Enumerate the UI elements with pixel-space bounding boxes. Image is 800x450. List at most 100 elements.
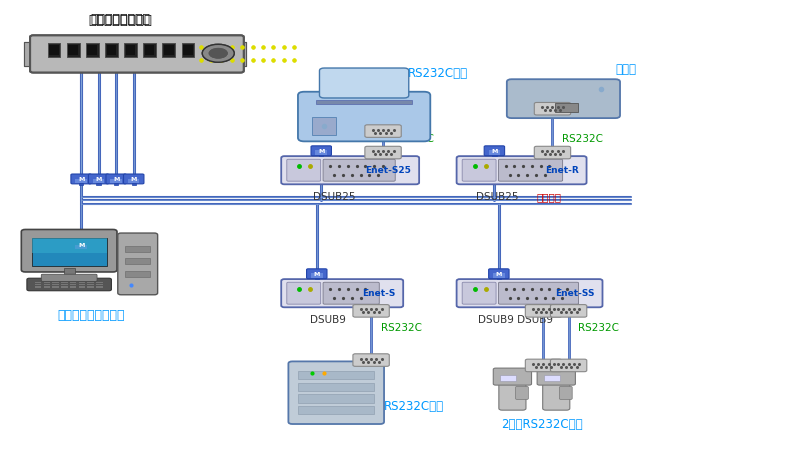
Bar: [96, 284, 102, 285]
Bar: [61, 282, 67, 283]
Bar: [70, 282, 76, 283]
Bar: [78, 286, 85, 288]
Bar: [106, 45, 116, 54]
Bar: [314, 278, 319, 279]
FancyBboxPatch shape: [30, 36, 244, 72]
Bar: [315, 150, 327, 155]
FancyBboxPatch shape: [311, 146, 331, 156]
Bar: [44, 284, 50, 285]
Text: M: M: [113, 177, 119, 182]
Bar: [105, 43, 118, 57]
Bar: [493, 273, 505, 278]
FancyBboxPatch shape: [298, 92, 430, 141]
Bar: [68, 45, 78, 54]
FancyBboxPatch shape: [542, 376, 570, 410]
Bar: [86, 43, 98, 57]
Text: RS232C: RS232C: [381, 324, 422, 333]
FancyBboxPatch shape: [106, 174, 126, 184]
Text: ワークステーション: ワークステーション: [57, 309, 125, 322]
Bar: [48, 43, 60, 57]
Text: M: M: [491, 149, 498, 154]
Bar: [183, 45, 193, 54]
Bar: [97, 183, 101, 184]
Bar: [106, 45, 116, 54]
Bar: [35, 286, 42, 288]
Bar: [164, 45, 174, 54]
Bar: [501, 375, 516, 381]
FancyBboxPatch shape: [489, 269, 509, 279]
Bar: [53, 286, 58, 288]
Bar: [182, 43, 194, 57]
Bar: [298, 406, 374, 414]
Bar: [50, 45, 58, 54]
Bar: [53, 284, 58, 285]
Bar: [87, 282, 94, 283]
Bar: [50, 45, 58, 54]
FancyBboxPatch shape: [30, 36, 244, 72]
Bar: [79, 249, 83, 251]
Bar: [78, 284, 85, 285]
Bar: [61, 286, 67, 288]
Bar: [70, 284, 76, 285]
FancyBboxPatch shape: [22, 230, 117, 272]
Bar: [79, 183, 83, 184]
FancyBboxPatch shape: [462, 159, 496, 181]
Bar: [96, 286, 102, 288]
Circle shape: [202, 44, 234, 62]
Bar: [555, 103, 578, 112]
Bar: [24, 42, 34, 66]
Bar: [145, 45, 154, 54]
FancyBboxPatch shape: [323, 282, 379, 304]
Text: M: M: [496, 272, 502, 277]
Bar: [497, 278, 501, 279]
FancyBboxPatch shape: [534, 146, 570, 159]
FancyBboxPatch shape: [550, 359, 586, 372]
FancyBboxPatch shape: [89, 174, 109, 184]
Bar: [298, 383, 374, 391]
FancyBboxPatch shape: [286, 282, 321, 304]
Text: M: M: [95, 177, 102, 182]
Text: モデム: モデム: [615, 63, 636, 76]
Bar: [105, 43, 118, 57]
Bar: [298, 395, 374, 403]
Bar: [298, 371, 374, 379]
Bar: [66, 43, 79, 57]
FancyBboxPatch shape: [462, 282, 496, 304]
Text: RS232C機器: RS232C機器: [384, 400, 444, 413]
Bar: [143, 43, 156, 57]
Bar: [316, 100, 412, 104]
FancyBboxPatch shape: [27, 278, 111, 291]
Bar: [125, 258, 150, 264]
Bar: [87, 284, 94, 285]
FancyBboxPatch shape: [457, 279, 602, 307]
FancyBboxPatch shape: [306, 269, 327, 279]
Bar: [93, 179, 104, 183]
Text: ルーター・ハブ等: ルーター・ハブ等: [88, 14, 152, 27]
Bar: [125, 270, 150, 277]
Bar: [312, 117, 336, 135]
FancyBboxPatch shape: [499, 376, 526, 410]
Circle shape: [209, 48, 228, 58]
Bar: [145, 45, 154, 54]
FancyBboxPatch shape: [118, 233, 158, 295]
Bar: [35, 284, 42, 285]
Text: RS232C: RS232C: [562, 135, 603, 144]
FancyBboxPatch shape: [494, 368, 531, 385]
Bar: [126, 45, 135, 54]
Bar: [125, 246, 150, 252]
Text: ルーター・ハブ等: ルーター・ハブ等: [90, 13, 150, 26]
Bar: [35, 282, 42, 283]
Text: 販売終了: 販売終了: [536, 192, 562, 202]
Bar: [319, 155, 323, 157]
Bar: [24, 42, 34, 66]
Bar: [110, 179, 122, 183]
Bar: [32, 238, 106, 253]
Bar: [44, 286, 50, 288]
FancyBboxPatch shape: [559, 387, 572, 400]
Bar: [236, 42, 246, 66]
Text: M: M: [318, 149, 325, 154]
Bar: [32, 238, 106, 266]
Text: M: M: [314, 272, 320, 277]
Text: Enet-R: Enet-R: [545, 166, 578, 175]
FancyBboxPatch shape: [515, 387, 528, 400]
